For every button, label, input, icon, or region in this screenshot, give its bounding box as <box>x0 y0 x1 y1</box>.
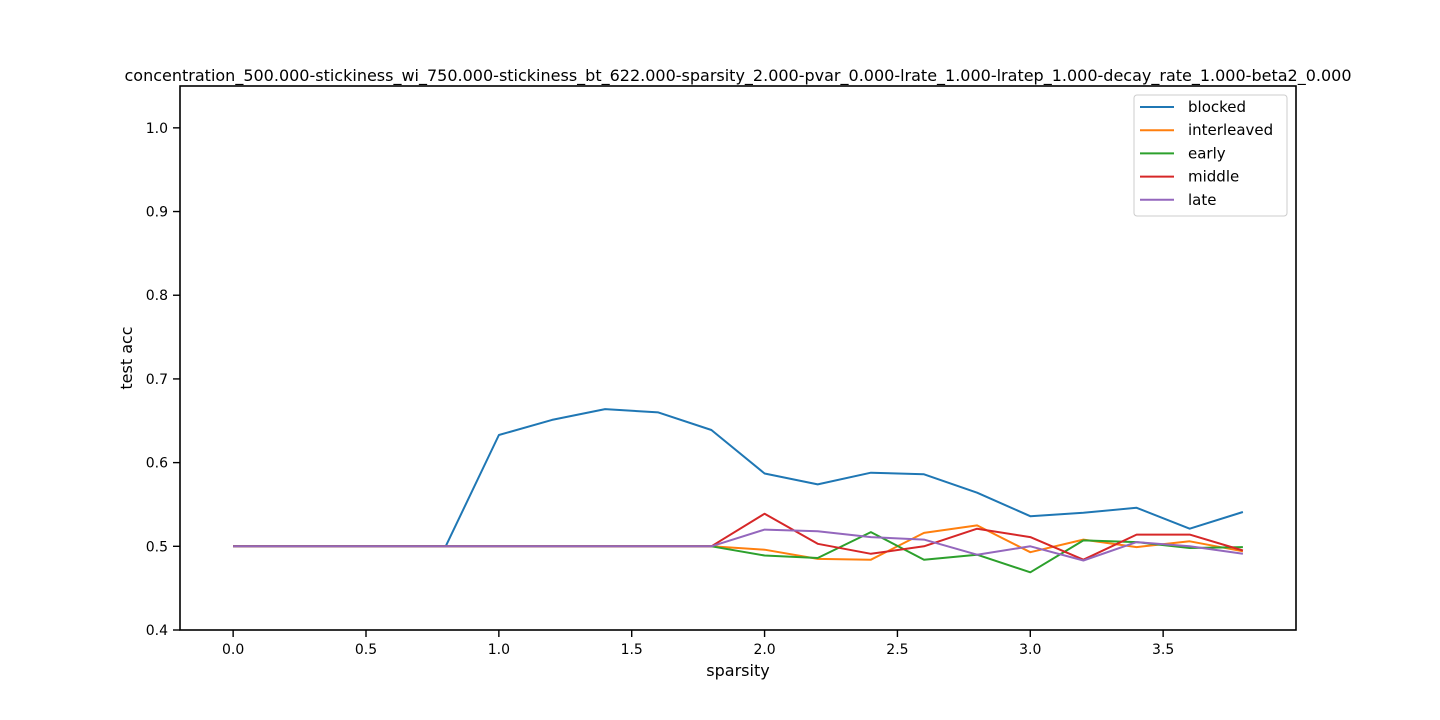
series-line-blocked <box>233 408 1244 548</box>
x-tick-label: 1.0 <box>488 642 510 658</box>
x-axis: 0.0 0.5 1.0 1.5 2.0 2.5 3.0 3.5 <box>222 630 1174 658</box>
plot-frame <box>179 85 1297 631</box>
y-tick-label: 0.4 <box>146 623 168 639</box>
y-tick-label: 1.0 <box>146 121 168 137</box>
legend-label-interleaved: interleaved <box>1188 121 1273 139</box>
x-tick-label: 0.0 <box>222 642 244 658</box>
y-tick-label: 0.8 <box>146 288 168 304</box>
legend-box <box>1133 94 1288 217</box>
plot-area <box>179 85 1297 631</box>
chart-title: concentration_500.000-stickiness_wi_750.… <box>125 66 1352 86</box>
x-tick-label: 0.5 <box>355 642 377 658</box>
y-axis: 0.4 0.5 0.6 0.7 0.8 0.9 1.0 <box>146 121 180 639</box>
y-tick-label: 0.5 <box>146 539 168 555</box>
y-tick-label: 0.7 <box>146 372 168 388</box>
series-line-late <box>233 528 1244 562</box>
legend-label-middle: middle <box>1188 168 1239 186</box>
x-tick-label: 3.5 <box>1152 642 1174 658</box>
legend-label-late: late <box>1188 191 1216 209</box>
y-tick-label: 0.9 <box>146 205 168 221</box>
legend-label-early: early <box>1188 144 1226 162</box>
y-tick-label: 0.6 <box>146 456 168 472</box>
x-axis-label: sparsity <box>706 661 769 680</box>
x-tick-label: 1.5 <box>621 642 643 658</box>
legend: blocked interleaved early middle late <box>1133 94 1288 217</box>
y-axis-label: test acc <box>117 326 136 389</box>
legend-label-blocked: blocked <box>1188 98 1246 116</box>
x-tick-label: 2.5 <box>886 642 908 658</box>
series-line-middle <box>233 512 1244 561</box>
x-tick-label: 3.0 <box>1019 642 1041 658</box>
x-tick-label: 2.0 <box>753 642 775 658</box>
